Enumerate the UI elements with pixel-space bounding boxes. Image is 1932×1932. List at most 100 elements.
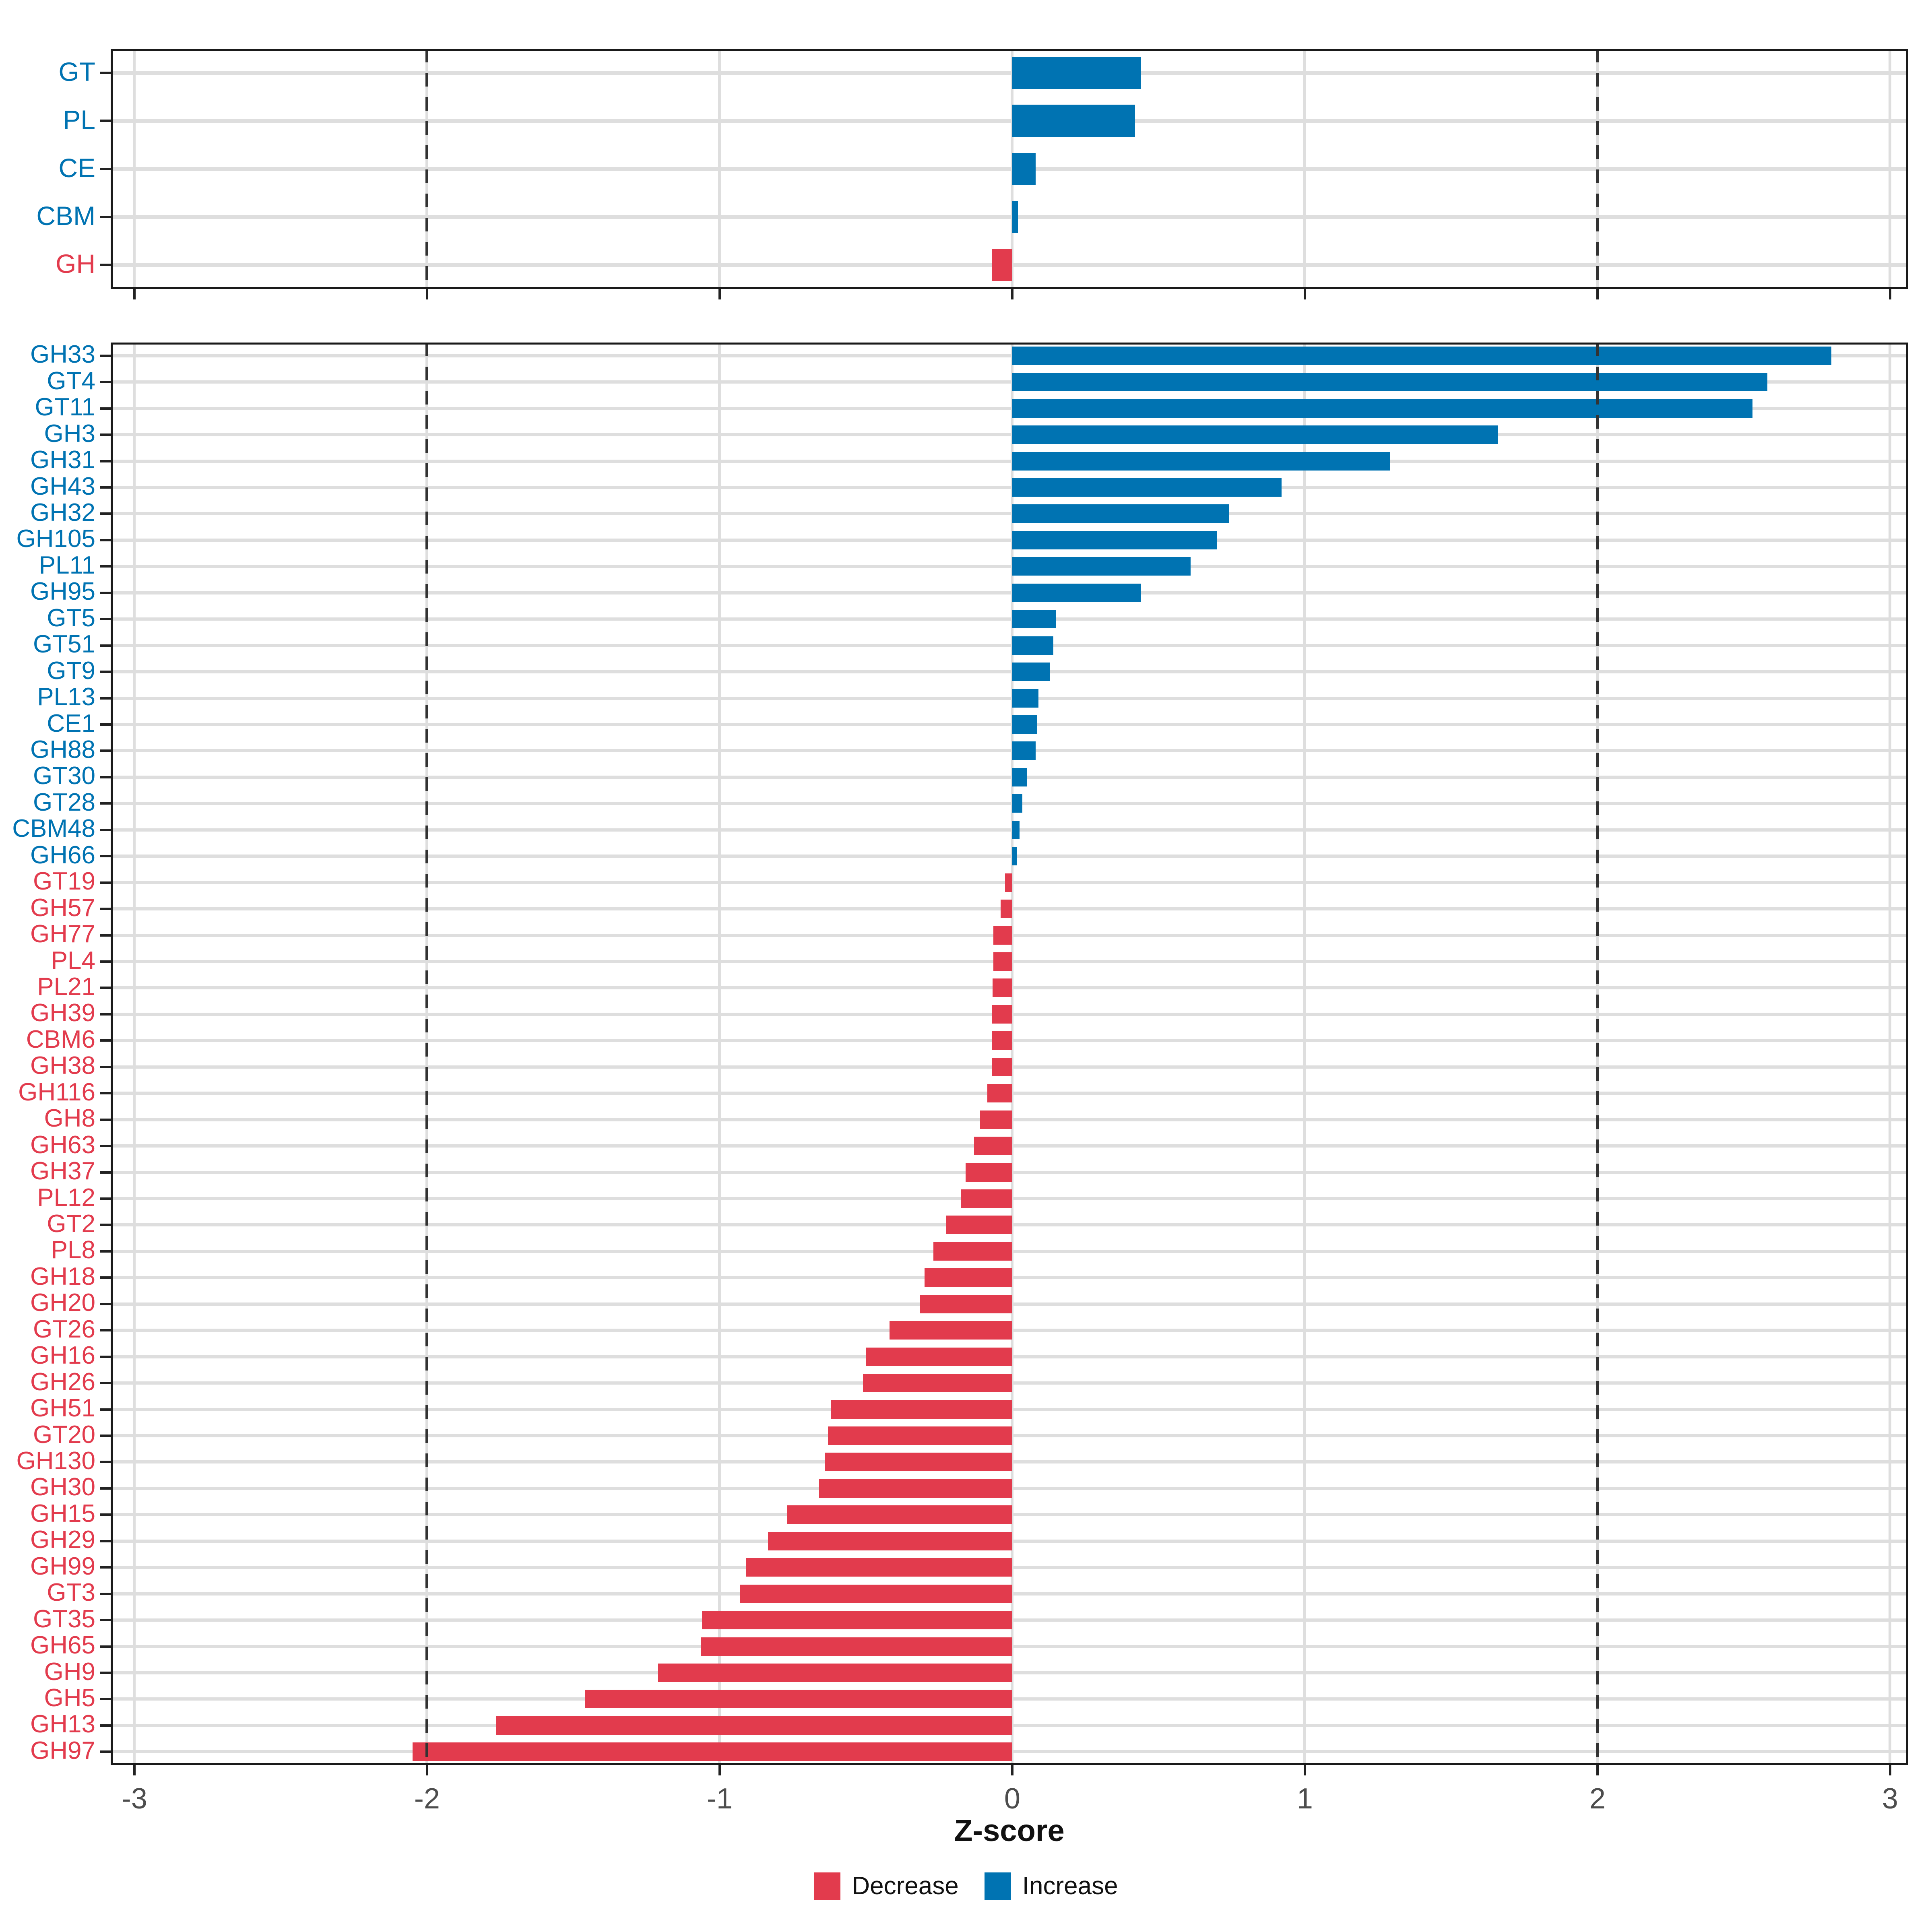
x-axis-tick <box>425 1765 428 1775</box>
y-label-GH105: GH105 <box>16 525 95 553</box>
bar-GH65 <box>700 1637 1012 1656</box>
y-axis-tick <box>100 1645 111 1648</box>
y-axis-tick <box>100 1092 111 1095</box>
y-axis-tick <box>100 1224 111 1226</box>
x-tick-label--1: -1 <box>706 1783 733 1815</box>
y-label-GT51: GT51 <box>33 630 95 658</box>
bar-PL4 <box>993 952 1012 971</box>
y-axis-tick <box>100 960 111 963</box>
vertical-gridline <box>133 343 136 1765</box>
bar-GT9 <box>1012 663 1051 681</box>
x-axis-tick <box>425 289 428 299</box>
horizontal-gridline <box>111 617 1908 621</box>
y-axis-tick <box>100 407 111 410</box>
horizontal-gridline <box>111 119 1908 123</box>
bar-GH18 <box>924 1268 1012 1287</box>
y-label-GT20: GT20 <box>33 1420 95 1449</box>
y-label-GH51: GH51 <box>30 1394 95 1422</box>
horizontal-gridline <box>111 670 1908 674</box>
bar-GH37 <box>965 1163 1012 1182</box>
legend: Decrease Increase <box>0 1872 1932 1900</box>
y-label-GH66: GH66 <box>30 841 95 869</box>
y-label-GH97: GH97 <box>30 1736 95 1765</box>
y-label-GH16: GH16 <box>30 1342 95 1370</box>
y-label-GH8: GH8 <box>44 1104 95 1133</box>
y-label-GT19: GT19 <box>33 867 95 896</box>
y-label-GH130: GH130 <box>16 1447 95 1475</box>
bar-GT26 <box>889 1321 1012 1340</box>
vertical-gridline <box>1303 343 1307 1765</box>
x-axis-tick <box>1011 1765 1013 1775</box>
horizontal-gridline <box>111 485 1908 489</box>
y-label-GH33: GH33 <box>30 341 95 369</box>
y-label-GT28: GT28 <box>33 788 95 816</box>
x-axis-tick <box>1011 289 1013 299</box>
horizontal-gridline <box>111 591 1908 594</box>
horizontal-gridline <box>111 459 1908 463</box>
y-axis-tick <box>100 167 111 170</box>
y-axis-tick <box>100 1513 111 1516</box>
y-axis-tick <box>100 1487 111 1490</box>
y-axis-tick <box>100 1118 111 1121</box>
horizontal-gridline <box>111 380 1908 384</box>
y-label-GH: GH <box>56 249 95 279</box>
bar-GH77 <box>993 926 1012 945</box>
bar-GH13 <box>495 1716 1012 1735</box>
bar-GH26 <box>863 1374 1012 1393</box>
y-axis-tick <box>100 1197 111 1200</box>
y-label-GT11: GT11 <box>35 393 95 421</box>
bar-GT30 <box>1012 768 1027 786</box>
y-label-GH37: GH37 <box>30 1157 95 1185</box>
bar-GH16 <box>866 1347 1012 1366</box>
y-label-GT2: GT2 <box>47 1210 95 1238</box>
y-label-GH65: GH65 <box>30 1631 95 1660</box>
y-label-PL13: PL13 <box>37 683 95 711</box>
vertical-gridline <box>1011 343 1014 1765</box>
y-axis-tick <box>100 1382 111 1385</box>
horizontal-gridline <box>111 565 1908 568</box>
y-axis-tick <box>100 1566 111 1569</box>
bar-CE <box>1012 153 1036 185</box>
bar-GT28 <box>1012 794 1023 813</box>
legend-label-decrease: Decrease <box>852 1872 959 1900</box>
bar-GT35 <box>702 1611 1012 1630</box>
y-axis-tick <box>100 1698 111 1701</box>
y-axis-tick <box>100 215 111 218</box>
y-label-CBM48: CBM48 <box>12 815 95 843</box>
y-label-GH3: GH3 <box>44 419 95 448</box>
x-tick-label--2: -2 <box>414 1783 440 1815</box>
y-axis-tick <box>100 1145 111 1148</box>
x-axis-tick <box>1303 289 1306 299</box>
y-label-GH31: GH31 <box>30 446 95 474</box>
legend-item-increase: Increase <box>984 1872 1118 1900</box>
y-axis-tick <box>100 1039 111 1042</box>
dashed-reference-line <box>425 343 429 1765</box>
y-axis-tick <box>100 1276 111 1279</box>
y-label-GT35: GT35 <box>33 1605 95 1633</box>
bar-GH31 <box>1012 452 1390 471</box>
bar-PL13 <box>1012 689 1039 708</box>
y-label-PL: PL <box>63 105 95 135</box>
bar-GH97 <box>412 1742 1012 1761</box>
y-axis-tick <box>100 460 111 462</box>
x-axis-tick <box>133 289 136 299</box>
panel-class-level: GT PL CE CBM GH <box>36 49 1908 299</box>
y-axis-tick <box>100 1540 111 1542</box>
x-tick-label--3: -3 <box>121 1783 147 1815</box>
bar-PL12 <box>961 1189 1012 1208</box>
horizontal-gridline <box>111 70 1908 75</box>
y-axis-tick <box>100 828 111 831</box>
y-axis-tick <box>100 1355 111 1358</box>
y-axis-tick <box>100 1724 111 1727</box>
x-axis-tick <box>1596 289 1599 299</box>
y-axis-tick <box>100 723 111 726</box>
x-axis-tick <box>133 1765 136 1775</box>
bar-GH116 <box>987 1084 1012 1103</box>
bar-GH20 <box>920 1294 1012 1313</box>
y-label-GH39: GH39 <box>30 999 95 1027</box>
y-axis-tick <box>100 1671 111 1674</box>
y-label-GH26: GH26 <box>30 1368 95 1396</box>
y-axis-tick <box>100 934 111 937</box>
x-axis-title: Z-score <box>954 1814 1065 1848</box>
y-axis-tick <box>100 1302 111 1305</box>
